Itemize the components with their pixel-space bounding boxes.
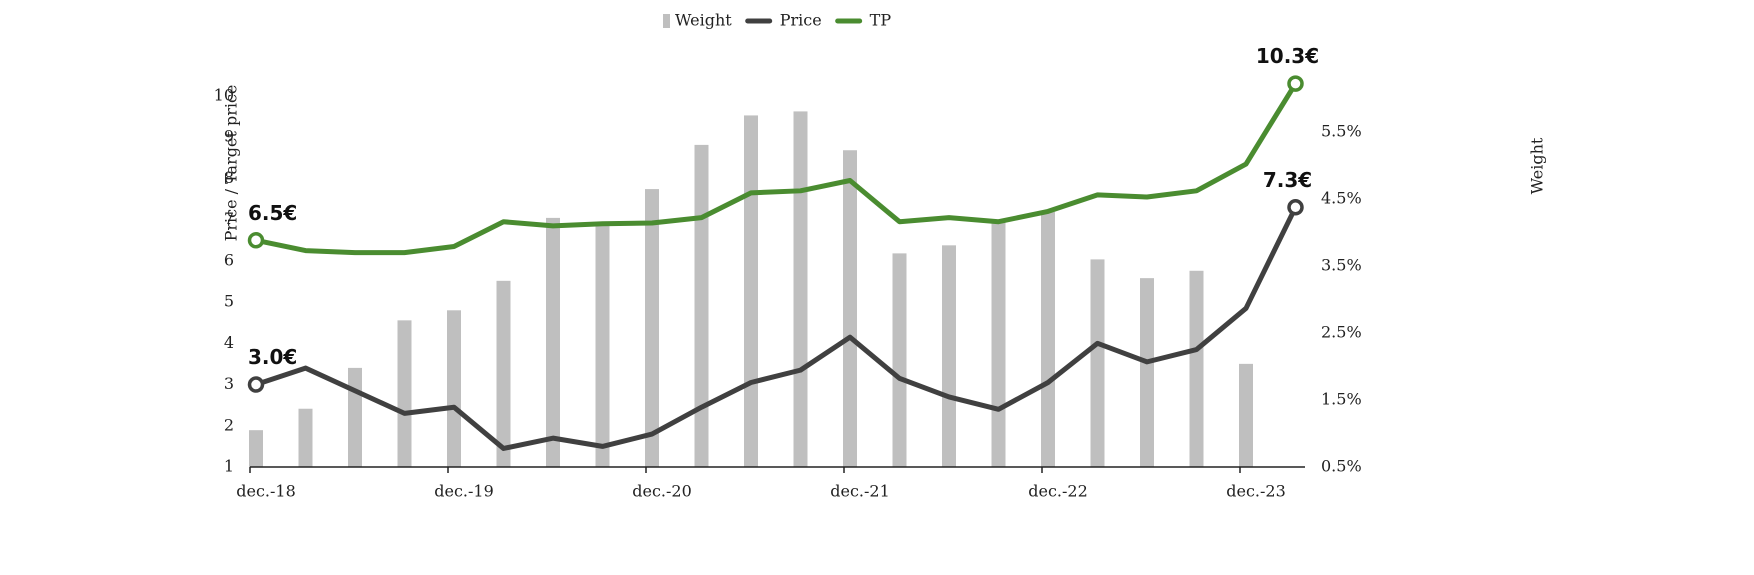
end-marker	[247, 376, 265, 393]
legend-label: TP	[870, 11, 892, 30]
end-marker	[247, 232, 265, 249]
y2-tick-label: 3.5%	[1321, 256, 1362, 275]
y2-axis-label: Weight	[1528, 137, 1547, 194]
line-tp	[255, 82, 1298, 256]
bar	[744, 115, 758, 467]
bar	[843, 150, 857, 467]
y-tick-label: 10	[214, 86, 234, 105]
bar	[793, 111, 808, 467]
y-tick-label: 7	[224, 209, 234, 228]
y2-tick-label: 4.5%	[1321, 189, 1362, 208]
data-label: 6.5€	[248, 201, 297, 225]
y-tick-label: 9	[224, 127, 234, 146]
x-tick-label: dec.-22	[1028, 482, 1088, 501]
legend-swatch	[663, 14, 670, 28]
y-axis-label: Price / Target price	[222, 85, 241, 242]
y-tick-label: 3	[224, 374, 234, 393]
line-price	[255, 206, 1298, 451]
data-label: 10.3€	[1256, 44, 1319, 68]
bar	[1140, 278, 1154, 467]
legend-label: Weight	[675, 11, 732, 30]
bar	[694, 144, 709, 467]
y2-tick-label: 2.5%	[1321, 323, 1362, 342]
bar	[298, 408, 313, 467]
bar	[1189, 270, 1204, 467]
y2-tick-label: 1.5%	[1321, 390, 1362, 409]
bar	[1239, 363, 1253, 467]
bar	[249, 430, 263, 467]
bar	[595, 223, 610, 467]
y-tick-label: 2	[224, 415, 234, 434]
bar	[645, 189, 659, 467]
y-tick-label: 6	[224, 250, 234, 269]
bar	[447, 310, 461, 467]
legend-label: Price	[780, 11, 822, 30]
end-marker	[1287, 199, 1304, 216]
bar	[397, 320, 412, 467]
x-tick-label: dec.-23	[1226, 482, 1286, 501]
data-label: 7.3€	[1263, 168, 1312, 192]
y-tick-label: 4	[224, 333, 234, 352]
bar	[1090, 259, 1105, 467]
bar	[991, 219, 1006, 467]
y-tick-label: 5	[224, 292, 234, 311]
bar	[942, 245, 956, 467]
y2-tick-label: 0.5%	[1321, 457, 1362, 476]
bar	[1041, 211, 1055, 467]
y-tick-label: 1	[224, 457, 234, 476]
x-tick-label: dec.-21	[830, 482, 890, 501]
bar	[546, 217, 560, 467]
y-tick-label: 8	[224, 168, 234, 187]
data-label: 3.0€	[248, 345, 297, 369]
bar	[348, 367, 362, 467]
bar	[496, 280, 511, 467]
y2-tick-label: 5.5%	[1321, 122, 1362, 141]
x-tick-label: dec.-20	[632, 482, 692, 501]
x-tick-label: dec.-18	[236, 482, 296, 501]
bar	[892, 253, 907, 467]
x-tick-label: dec.-19	[434, 482, 494, 501]
end-marker	[1287, 75, 1304, 92]
